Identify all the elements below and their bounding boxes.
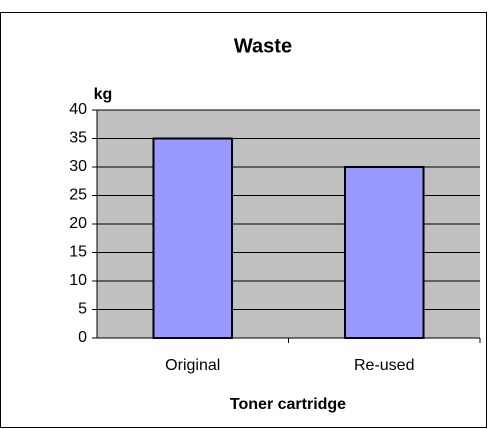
y-tick-label: 25 <box>69 187 87 204</box>
chart-title: Waste <box>234 35 292 57</box>
x-tick-label: Original <box>165 357 220 374</box>
y-tick-label: 30 <box>69 158 87 175</box>
y-axis-label: kg <box>94 86 113 103</box>
y-tick-label: 40 <box>69 101 87 118</box>
bar <box>152 137 234 339</box>
x-axis-label: Toner cartridge <box>230 396 346 413</box>
bar <box>343 166 425 339</box>
x-tick-label: Re-used <box>354 357 414 374</box>
y-tick-label: 5 <box>78 301 87 318</box>
y-tick-label: 15 <box>69 244 87 261</box>
y-tick-label: 20 <box>69 215 87 232</box>
y-tick-label: 10 <box>69 272 87 289</box>
y-tick-label: 35 <box>69 130 87 147</box>
y-tick-label: 0 <box>78 329 87 346</box>
